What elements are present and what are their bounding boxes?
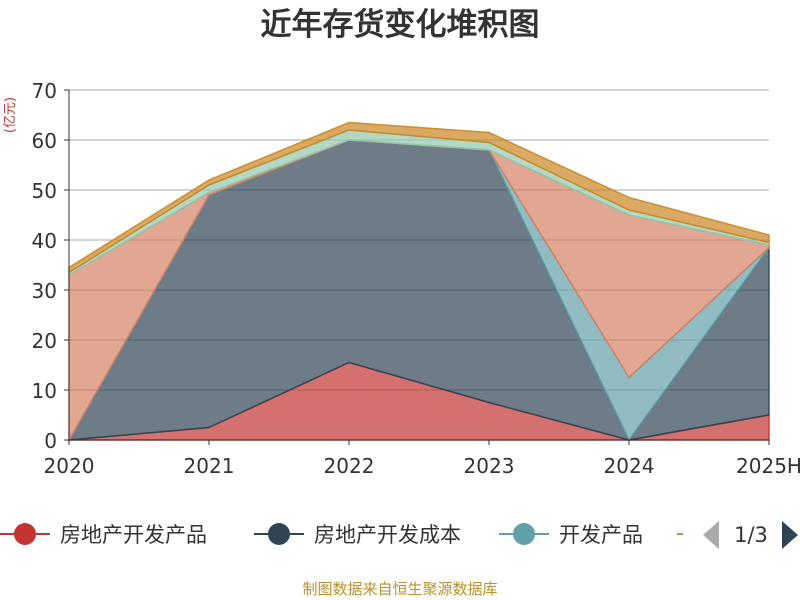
area-series-5 [68, 121, 770, 274]
legend: 房地产开发产品 房地产开发成本 开发产品 1/3 [0, 521, 798, 549]
x-tick-label: 2022 [324, 454, 375, 478]
y-tick-label: 70 [32, 79, 57, 103]
legend-item[interactable]: 房地产开发产品 [0, 523, 207, 547]
legend-marker [14, 523, 36, 545]
legend-label: 房地产开发产品 [60, 523, 207, 547]
legend-marker [513, 523, 535, 545]
y-tick-label: 40 [32, 229, 57, 253]
x-tick-label: 2021 [184, 454, 235, 478]
y-tick-label: 10 [32, 379, 57, 403]
data-source-footer: 制图数据来自恒生聚源数据库 [302, 580, 498, 598]
legend-item[interactable]: 开发产品 [499, 523, 643, 547]
legend-item[interactable]: 房地产开发成本 [254, 523, 461, 547]
legend-label: 房地产开发成本 [314, 523, 461, 547]
x-tick-label: 2024 [604, 454, 655, 478]
pager-label: 1/3 [734, 523, 768, 547]
y-tick-label: 20 [32, 329, 57, 353]
pager-next-icon[interactable] [782, 521, 798, 549]
x-tick-label: 2025H [736, 454, 800, 478]
pager-prev-icon[interactable] [703, 521, 719, 549]
y-tick-label: 30 [32, 279, 57, 303]
x-tick-label: 2023 [464, 454, 515, 478]
area-series [67, 121, 770, 443]
y-tick-label: 0 [44, 429, 57, 453]
y-tick-label: 60 [32, 129, 57, 153]
x-tick-label: 2020 [44, 454, 95, 478]
axes: 0 10 20 30 40 50 60 70 2020 2021 2022 2023 2024 2025H [32, 79, 800, 478]
chart-title: 近年存货变化堆积图 [260, 7, 540, 43]
y-axis-unit-label: (亿元) [3, 97, 18, 133]
y-tick-label: 50 [32, 179, 57, 203]
legend-marker [268, 523, 290, 545]
legend-label: 开发产品 [559, 523, 643, 547]
